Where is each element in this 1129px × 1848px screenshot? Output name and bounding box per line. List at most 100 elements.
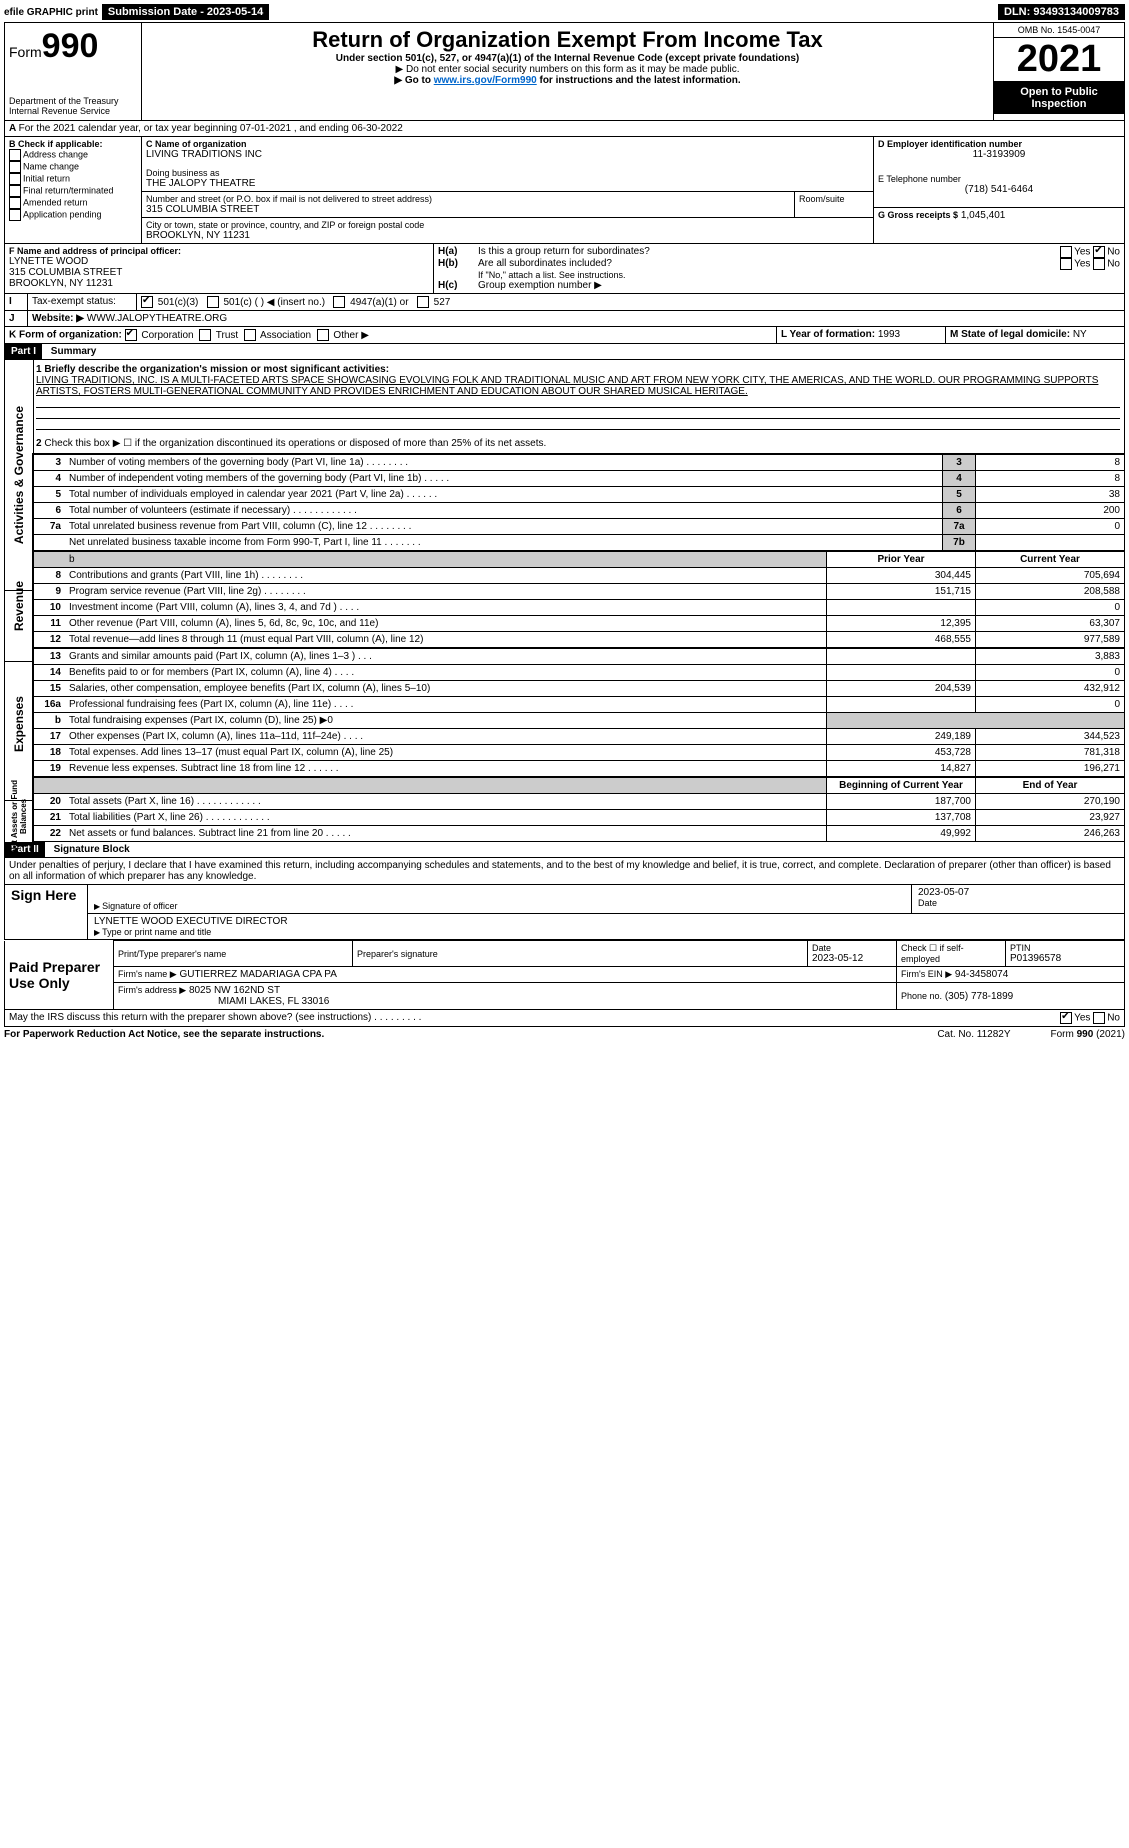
hb-text: Are all subordinates included?: [478, 258, 1060, 270]
form-header: Form990 Department of the Treasury Inter…: [4, 22, 1125, 121]
d-label: D Employer identification number: [878, 139, 1120, 149]
b-chk[interactable]: [9, 173, 21, 185]
phone-value: (718) 541-6464: [878, 184, 1120, 195]
table-row: 10Investment income (Part VIII, column (…: [33, 600, 1125, 616]
table-row: 19Revenue less expenses. Subtract line 1…: [33, 761, 1125, 777]
table-row: 5Total number of individuals employed in…: [33, 487, 1125, 503]
b-chk[interactable]: [9, 197, 21, 209]
ha-yes-chk[interactable]: [1060, 246, 1072, 258]
table-row: 22Net assets or fund balances. Subtract …: [33, 826, 1125, 842]
box-i: I Tax-exempt status: 501(c)(3) 501(c) ( …: [4, 294, 1125, 311]
part2-header: Part II Signature Block: [4, 842, 1125, 858]
k-chk[interactable]: [199, 329, 211, 341]
ein-value: 11-3193909: [878, 149, 1120, 160]
header-left: Form990 Department of the Treasury Inter…: [5, 23, 142, 120]
dept-label: Department of the Treasury: [9, 96, 137, 106]
hb-yes-chk[interactable]: [1060, 258, 1072, 270]
part2-title: Signature Block: [48, 844, 130, 855]
i-chk[interactable]: [141, 296, 153, 308]
box-f: F Name and address of principal officer:…: [5, 244, 434, 293]
efile-label: efile GRAPHIC print: [4, 7, 98, 18]
top-bar: efile GRAPHIC print Submission Date - 20…: [4, 4, 1125, 20]
irs-link[interactable]: www.irs.gov/Form990: [434, 75, 537, 86]
discuss-no-chk[interactable]: [1093, 1012, 1105, 1024]
table-row: 4Number of independent voting members of…: [33, 471, 1125, 487]
firm-ein-lbl: Firm's EIN ▶: [901, 969, 952, 979]
k-chk[interactable]: [244, 329, 256, 341]
firm-addr-lbl: Firm's address ▶: [118, 985, 186, 995]
part1-title: Summary: [45, 346, 97, 357]
header-right: OMB No. 1545-0047 2021 Open to Public In…: [994, 23, 1124, 120]
form-prefix: Form: [9, 44, 42, 60]
m-label: M State of legal domicile:: [950, 329, 1070, 340]
paid-preparer-block: Paid Preparer Use Only Print/Type prepar…: [4, 940, 1125, 1010]
year-formation: 1993: [878, 329, 900, 340]
header-mid: Return of Organization Exempt From Incom…: [142, 23, 994, 120]
fh-block: F Name and address of principal officer:…: [4, 244, 1125, 294]
part1-header: Part I Summary: [4, 344, 1125, 360]
b-item: Initial return: [9, 173, 137, 185]
b-chk[interactable]: [9, 185, 21, 197]
governance-table: 3Number of voting members of the governi…: [32, 454, 1125, 551]
firm-phone: (305) 778-1899: [945, 991, 1013, 1002]
period-text: For the 2021 calendar year, or tax year …: [19, 123, 403, 134]
b-item: Name change: [9, 161, 137, 173]
street-value: 315 COLUMBIA STREET: [146, 204, 790, 215]
discuss-yes-chk[interactable]: [1060, 1012, 1072, 1024]
table-row: 18Total expenses. Add lines 13–17 (must …: [33, 745, 1125, 761]
q1-label: 1 Briefly describe the organization's mi…: [36, 364, 1120, 375]
b-chk[interactable]: [9, 209, 21, 221]
b-item: Amended return: [9, 197, 137, 209]
b-chk[interactable]: [9, 149, 21, 161]
entity-block: B Check if applicable: Address changeNam…: [4, 137, 1125, 244]
b-item: Application pending: [9, 209, 137, 221]
note2-pre: ▶ Go to: [394, 75, 433, 86]
room-label: Room/suite: [795, 192, 873, 217]
expenses-table: 13Grants and similar amounts paid (Part …: [32, 648, 1125, 777]
omb: OMB No. 1545-0047: [994, 23, 1124, 37]
h-note: If "No," attach a list. See instructions…: [438, 270, 1120, 280]
org-name: LIVING TRADITIONS INC: [146, 149, 869, 160]
table-header-row: bPrior YearCurrent Year: [33, 552, 1125, 568]
irs-label: Internal Revenue Service: [9, 106, 137, 116]
paid-label: Paid Preparer Use Only: [5, 941, 114, 1010]
i-chk[interactable]: [207, 296, 219, 308]
sig-date-label: Date: [918, 898, 1118, 908]
firm-addr2: MIAMI LAKES, FL 33016: [118, 996, 892, 1007]
dln-btn[interactable]: DLN: 93493134009783: [998, 4, 1125, 20]
period-line: A For the 2021 calendar year, or tax yea…: [4, 121, 1125, 137]
box-c: C Name of organization LIVING TRADITIONS…: [142, 137, 874, 243]
k-opt: Association: [244, 330, 317, 341]
table-row: 6Total number of volunteers (estimate if…: [33, 503, 1125, 519]
pra-notice: For Paperwork Reduction Act Notice, see …: [4, 1029, 324, 1040]
tax-year: 2021: [994, 37, 1124, 82]
ha-no-chk[interactable]: [1093, 246, 1105, 258]
i-chk[interactable]: [417, 296, 429, 308]
box-j: J Website: ▶ WWW.JALOPYTHEATRE.ORG: [4, 311, 1125, 327]
part1-body: Activities & Governance 1 Briefly descri…: [4, 360, 1125, 842]
sig-date-value: 2023-05-07: [918, 887, 1118, 898]
b-item: Final return/terminated: [9, 185, 137, 197]
open-public: Open to Public Inspection: [994, 82, 1124, 114]
k-chk[interactable]: [125, 329, 137, 341]
cat-no: Cat. No. 11282Y: [937, 1029, 1010, 1040]
part1-label: Part I: [5, 344, 42, 359]
i-opt: 527: [417, 297, 459, 308]
i-chk[interactable]: [333, 296, 345, 308]
street-label: Number and street (or P.O. box if mail i…: [146, 194, 790, 204]
state-domicile: NY: [1073, 329, 1087, 340]
submission-date-btn[interactable]: Submission Date - 2023-05-14: [102, 4, 269, 20]
sidebar-rev: Revenue: [4, 551, 34, 662]
table-row: bTotal fundraising expenses (Part IX, co…: [33, 713, 1125, 729]
k-chk[interactable]: [317, 329, 329, 341]
e-label: E Telephone number: [878, 174, 1120, 184]
b-chk[interactable]: [9, 161, 21, 173]
firm-name: GUTIERREZ MADARIAGA CPA PA: [179, 969, 336, 980]
firm-name-lbl: Firm's name ▶: [118, 969, 177, 979]
hc-text: Group exemption number ▶: [478, 280, 602, 291]
hb-no-chk[interactable]: [1093, 258, 1105, 270]
city-value: BROOKLYN, NY 11231: [146, 230, 869, 241]
sign-here-block: Sign Here Signature of officer 2023-05-0…: [4, 885, 1125, 940]
k-label: K Form of organization:: [9, 330, 122, 341]
form-footer: Form 990 (2021): [1051, 1029, 1125, 1040]
